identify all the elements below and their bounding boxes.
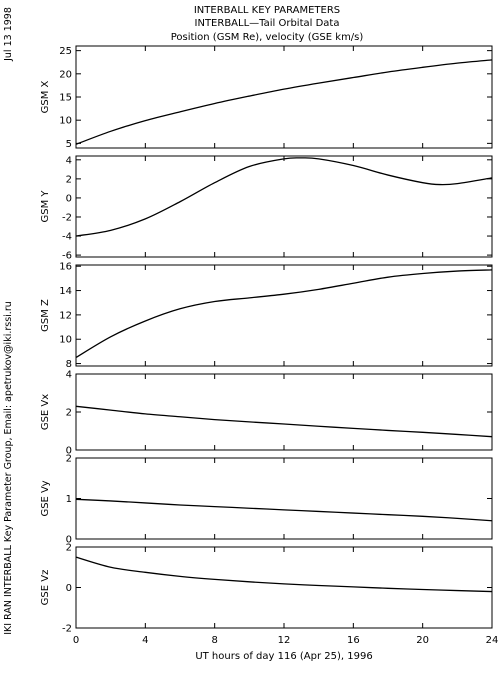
y-tick-label: 0 xyxy=(66,193,72,204)
y-tick-label: 2 xyxy=(66,543,72,554)
y-tick-label: 0 xyxy=(66,446,72,457)
x-tick-label: 4 xyxy=(142,635,148,646)
y-tick-label: 4 xyxy=(66,370,72,381)
y-tick-label: 10 xyxy=(59,116,72,127)
x-tick-label: 8 xyxy=(211,635,217,646)
y-tick-label: 16 xyxy=(59,262,72,273)
x-axis-label: UT hours of day 116 (Apr 25), 1996 xyxy=(195,651,372,662)
y-tick-label: -2 xyxy=(62,624,72,635)
x-tick-label: 12 xyxy=(278,635,291,646)
panel-2: -6 -4 -2 0 2 4 GSM Y xyxy=(40,155,493,262)
y-tick-label: 15 xyxy=(59,93,72,104)
y-tick-label: 20 xyxy=(59,69,72,80)
y-tick-label: 0 xyxy=(66,535,72,546)
panel-frame xyxy=(75,45,493,149)
panel-ylabel: GSE Vx xyxy=(40,394,51,430)
panel-frame xyxy=(75,546,493,629)
series-line xyxy=(75,157,493,237)
x-tick-label: 24 xyxy=(486,635,499,646)
chart-title-line-2: INTERBALL—Tail Orbital Data xyxy=(195,18,340,29)
y-tick-label: 12 xyxy=(59,310,72,321)
panel-ylabel: GSM Z xyxy=(40,299,51,332)
panel-ylabel: GSM Y xyxy=(40,190,51,223)
y-tick-label: -6 xyxy=(62,251,72,262)
y-tick-label: 8 xyxy=(66,359,72,370)
y-tick-label: 2 xyxy=(66,454,72,465)
series-line xyxy=(75,498,493,522)
chart-title-line-1: INTERBALL KEY PARAMETERS xyxy=(194,5,340,16)
y-tick-label: -4 xyxy=(62,232,72,243)
panel-ylabel: GSM X xyxy=(40,80,51,113)
series-line xyxy=(75,59,493,145)
panel-frame xyxy=(75,155,493,258)
panel-4: 0 2 4 GSE Vx xyxy=(40,370,493,457)
y-tick-label: 25 xyxy=(59,46,72,57)
series-line xyxy=(75,269,493,359)
panel-3: 8 10 12 14 16 GSM Z xyxy=(40,262,493,370)
chart-title-line-3: Position (GSM Re), velocity (GSE km/s) xyxy=(171,32,364,43)
panel-ylabel: GSE Vy xyxy=(40,480,51,516)
y-tick-label: -2 xyxy=(62,212,72,223)
panel-frame xyxy=(75,373,493,451)
side-credit-label: IKI RAN INTERBALL Key Parameter Group, E… xyxy=(3,301,14,635)
y-tick-label: 14 xyxy=(59,286,72,297)
panel-frame xyxy=(75,264,493,367)
y-tick-label: 0 xyxy=(66,583,72,594)
x-tick-label: 20 xyxy=(416,635,429,646)
y-tick-label: 5 xyxy=(66,139,72,150)
series-line xyxy=(75,405,493,438)
y-tick-label: 2 xyxy=(66,174,72,185)
panel-frame xyxy=(75,457,493,540)
y-tick-label: 10 xyxy=(59,335,72,346)
y-tick-label: 1 xyxy=(66,494,72,505)
x-tick-label: 16 xyxy=(347,635,360,646)
series-line xyxy=(75,556,493,593)
panel-5: 0 1 2 GSE Vy xyxy=(40,454,493,546)
panel-ylabel: GSE Vz xyxy=(40,570,51,606)
side-date-label: Jul 13 1998 xyxy=(3,7,14,62)
panel-1: 5 10 15 20 25 GSM X xyxy=(40,45,493,150)
y-tick-label: 4 xyxy=(66,155,72,166)
y-tick-label: 2 xyxy=(66,408,72,419)
x-tick-label: 0 xyxy=(73,635,79,646)
